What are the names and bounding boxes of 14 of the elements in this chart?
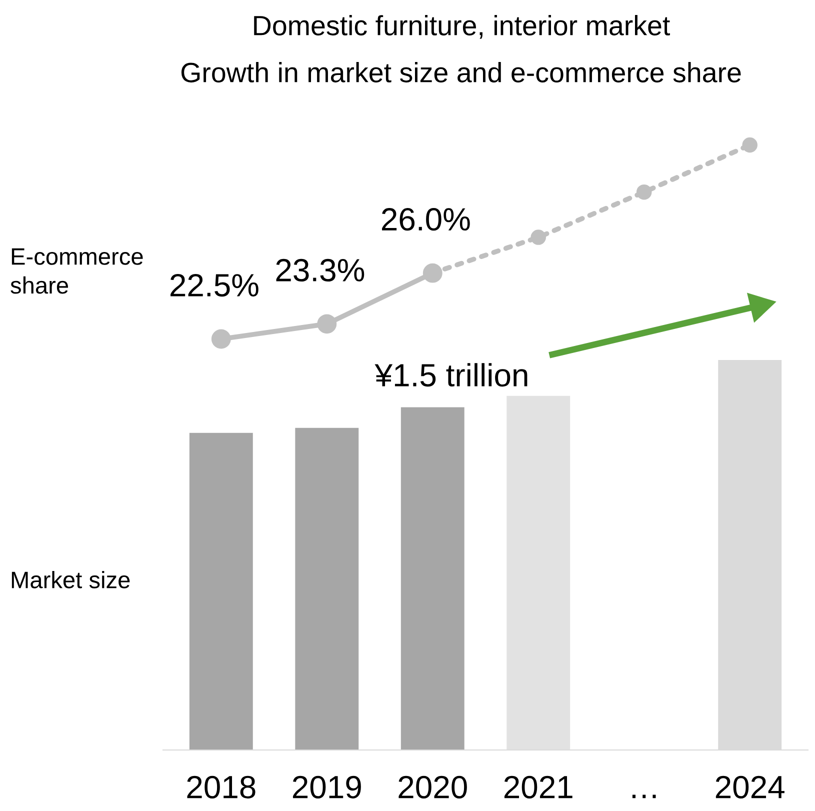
x-tick-label: 2019 xyxy=(292,776,361,798)
text: E-commerce share xyxy=(10,248,143,294)
chart-subtitle: Growth in market size and e-commerce share xyxy=(181,62,741,82)
x-tick-label: … xyxy=(632,794,656,798)
data-label: 23.3% xyxy=(276,258,364,282)
x-tick-label: 2021 xyxy=(504,776,572,798)
chart-title: Domestic furniture, interior market xyxy=(254,15,670,39)
data-label: 26.0% xyxy=(382,208,470,231)
text: Market size xyxy=(12,570,130,588)
annotation: ¥1.5 trillion xyxy=(374,363,528,387)
data-label: 22.5% xyxy=(170,274,258,297)
x-tick-label: 2024 xyxy=(716,776,784,798)
x-tick-label: 2018 xyxy=(187,776,256,798)
x-tick-label: 2020 xyxy=(398,776,467,798)
